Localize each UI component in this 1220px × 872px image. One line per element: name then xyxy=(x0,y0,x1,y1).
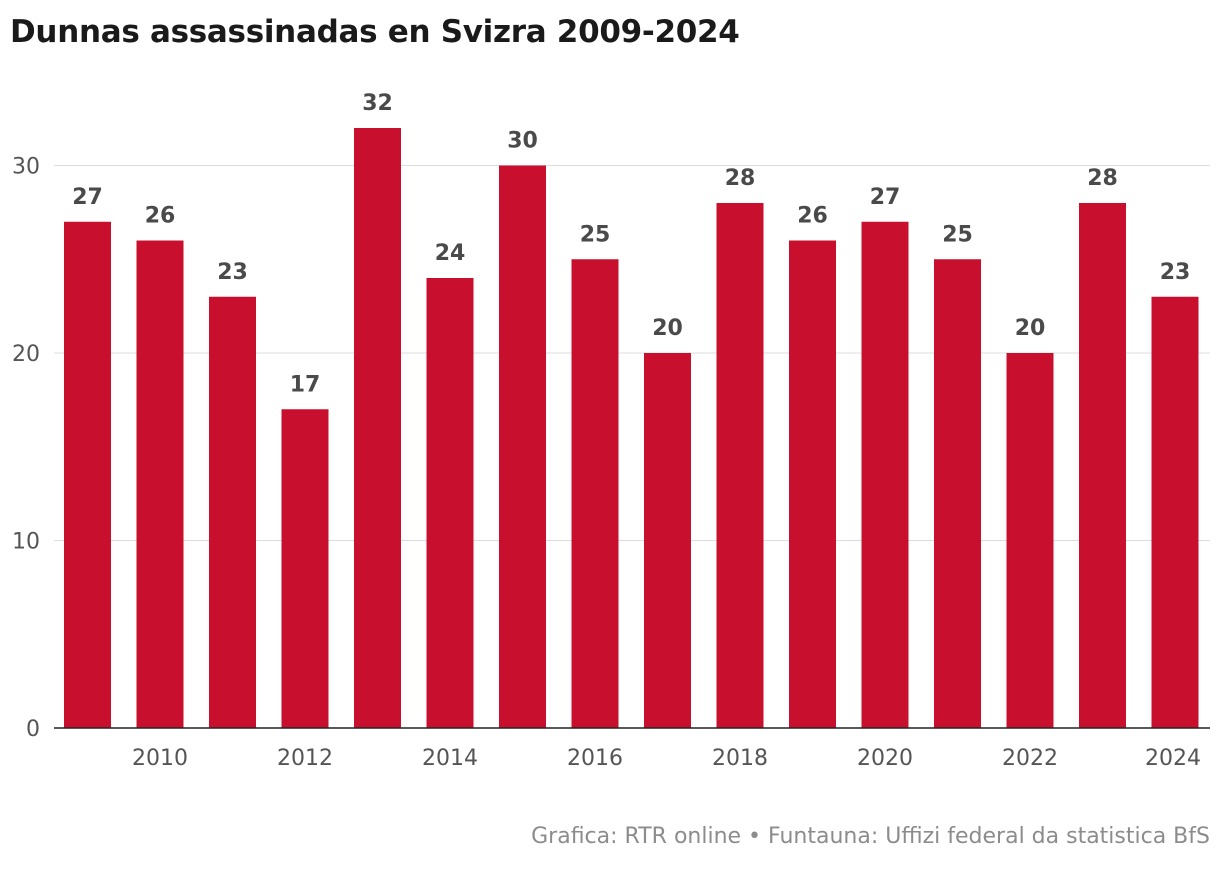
bar-2016 xyxy=(571,259,619,728)
bar-2021 xyxy=(934,259,981,728)
data-label-2022: 20 xyxy=(1015,316,1046,341)
x-tick-label-2016: 2016 xyxy=(567,746,623,771)
y-tick-label-20: 20 xyxy=(12,342,40,367)
data-label-2018: 28 xyxy=(725,166,756,191)
data-label-2020: 27 xyxy=(870,185,901,210)
bar-2024 xyxy=(1151,296,1199,728)
bar-2011 xyxy=(209,296,256,728)
bar-2010 xyxy=(136,240,184,728)
bar-2020 xyxy=(861,221,909,728)
bar-2022 xyxy=(1006,353,1054,728)
chart-title: Dunnas assassinadas en Svizra 2009-2024 xyxy=(10,14,740,50)
data-label-2017: 20 xyxy=(652,316,683,341)
bar-2018 xyxy=(716,203,764,728)
y-tick-label-0: 0 xyxy=(26,717,40,742)
data-label-2021: 25 xyxy=(942,222,973,247)
bar-2015 xyxy=(499,165,546,728)
data-label-2012: 17 xyxy=(290,372,321,397)
bar-2019 xyxy=(789,240,836,728)
x-tick-label-2012: 2012 xyxy=(277,746,333,771)
bar-2023 xyxy=(1079,203,1126,728)
data-label-2011: 23 xyxy=(217,260,248,285)
x-tick-label-2014: 2014 xyxy=(422,746,478,771)
bar-2012 xyxy=(281,409,329,728)
source-note: Grafica: RTR online • Funtauna: Uffizi f… xyxy=(531,824,1210,849)
x-tick-label-2022: 2022 xyxy=(1002,746,1058,771)
y-tick-label-10: 10 xyxy=(12,530,40,555)
x-tick-label-2018: 2018 xyxy=(712,746,768,771)
data-label-2019: 26 xyxy=(797,204,828,229)
data-label-2023: 28 xyxy=(1087,166,1118,191)
data-label-2014: 24 xyxy=(435,241,466,266)
data-label-2013: 32 xyxy=(362,91,393,116)
y-tick-label-30: 30 xyxy=(12,155,40,180)
bar-2014 xyxy=(426,278,474,728)
bar-2013 xyxy=(354,128,401,728)
x-tick-label-2020: 2020 xyxy=(857,746,913,771)
data-labels: 27 26 23 17 32 24 30 25 20 28 26 27 25 20 28 23 xyxy=(72,91,1190,397)
data-label-2010: 26 xyxy=(145,204,176,229)
data-label-2015: 30 xyxy=(507,129,538,154)
bars xyxy=(64,128,1199,728)
x-tick-label-2024: 2024 xyxy=(1145,746,1201,771)
data-label-2024: 23 xyxy=(1160,260,1191,285)
data-label-2016: 25 xyxy=(580,222,611,247)
x-tick-label-2010: 2010 xyxy=(132,746,188,771)
data-label-2009: 27 xyxy=(72,185,103,210)
bar-2009 xyxy=(64,221,111,728)
bar-2017 xyxy=(644,353,691,728)
